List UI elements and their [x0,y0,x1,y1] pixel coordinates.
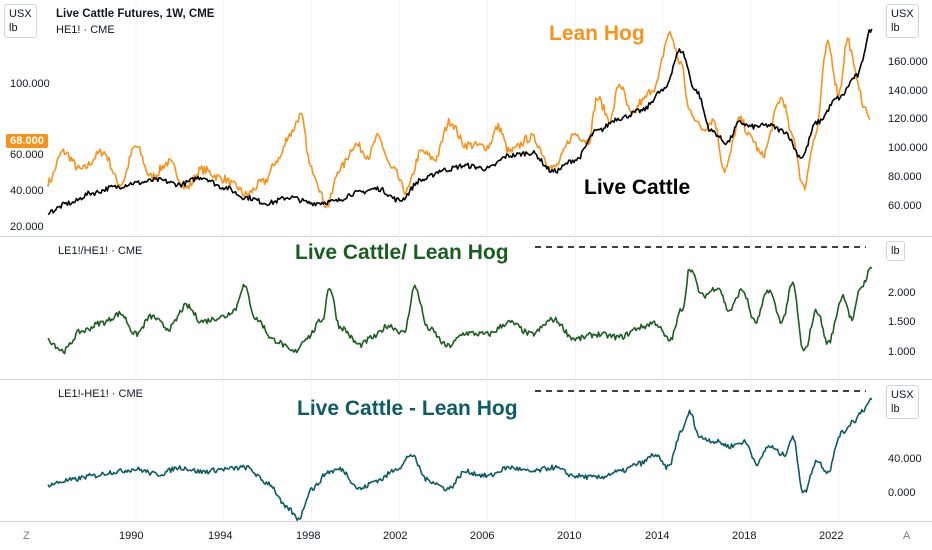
left-axis-tick-20: 20.000 [10,221,44,233]
ratio-unit-measure: lb [891,245,900,257]
spread-line [47,397,873,522]
timezone-button[interactable]: Z [23,530,30,542]
time-tick-2014: 2014 [645,530,670,542]
panel-separator-bottom[interactable] [0,379,932,380]
ratio-line [47,266,873,355]
right-axis-tick-140: 140.000 [888,85,928,97]
spread-legend[interactable]: LE1!-HE1! · CME [58,388,143,400]
last-price-label: 68.000 [6,134,48,148]
time-tick-1998: 1998 [296,530,321,542]
spread-annotation: Live Cattle - Lean Hog [297,397,518,420]
time-tick-2006: 2006 [470,530,495,542]
left-unit-currency: USX [9,8,32,20]
time-axis-border [0,521,932,522]
ratio-axis-tick-2: 2.000 [888,287,916,299]
right-unit-measure: lb [891,22,900,34]
right-unit-currency: USX [891,8,914,20]
auto-scale-button[interactable]: A [903,530,911,542]
spread-axis-tick-0: 0.000 [888,487,916,499]
time-tick-2022: 2022 [819,530,844,542]
right-axis-tick-60: 60.000 [888,200,922,212]
right-axis-tick-160: 160.000 [888,56,928,68]
left-axis-tick-40: 40.000 [10,185,44,197]
right-axis-tick-100: 100.000 [888,142,928,154]
ratio-axis-tick-1: 1.000 [888,346,916,358]
panel-separator-top[interactable] [0,236,932,237]
time-tick-2002: 2002 [383,530,408,542]
live-cattle-line [47,28,873,216]
live-cattle-annotation: Live Cattle [584,176,691,199]
spread-unit-measure: lb [891,403,900,415]
time-tick-2018: 2018 [732,530,757,542]
left-unit-measure: lb [9,22,18,34]
overlay-legend-hog[interactable]: HE1! · CME [56,24,115,36]
spread-unit-currency: USX [891,389,914,401]
ratio-legend[interactable]: LE1!/HE1! · CME [58,245,143,257]
time-tick-1994: 1994 [208,530,233,542]
ratio-annotation: Live Cattle/ Lean Hog [295,241,509,264]
time-tick-1990: 1990 [119,530,144,542]
right-unit-selector-top[interactable]: USX lb [886,4,919,38]
right-axis-tick-120: 120.000 [888,113,928,125]
spread-axis-tick-40: 40.000 [888,453,922,465]
spread-unit-selector[interactable]: USX lb [886,385,919,419]
chart-title[interactable]: Live Cattle Futures, 1W, CME [56,8,215,20]
time-tick-2010: 2010 [557,530,582,542]
lean-hog-annotation: Lean Hog [549,22,645,45]
left-axis-tick-60: 60.000 [10,149,44,161]
left-axis-tick-100: 100.000 [10,78,50,90]
left-unit-selector[interactable]: USX lb [4,4,37,38]
right-axis-tick-80: 80.000 [888,171,922,183]
ratio-unit-selector[interactable]: lb [886,241,905,261]
ratio-axis-tick-1-5: 1.500 [888,316,916,328]
